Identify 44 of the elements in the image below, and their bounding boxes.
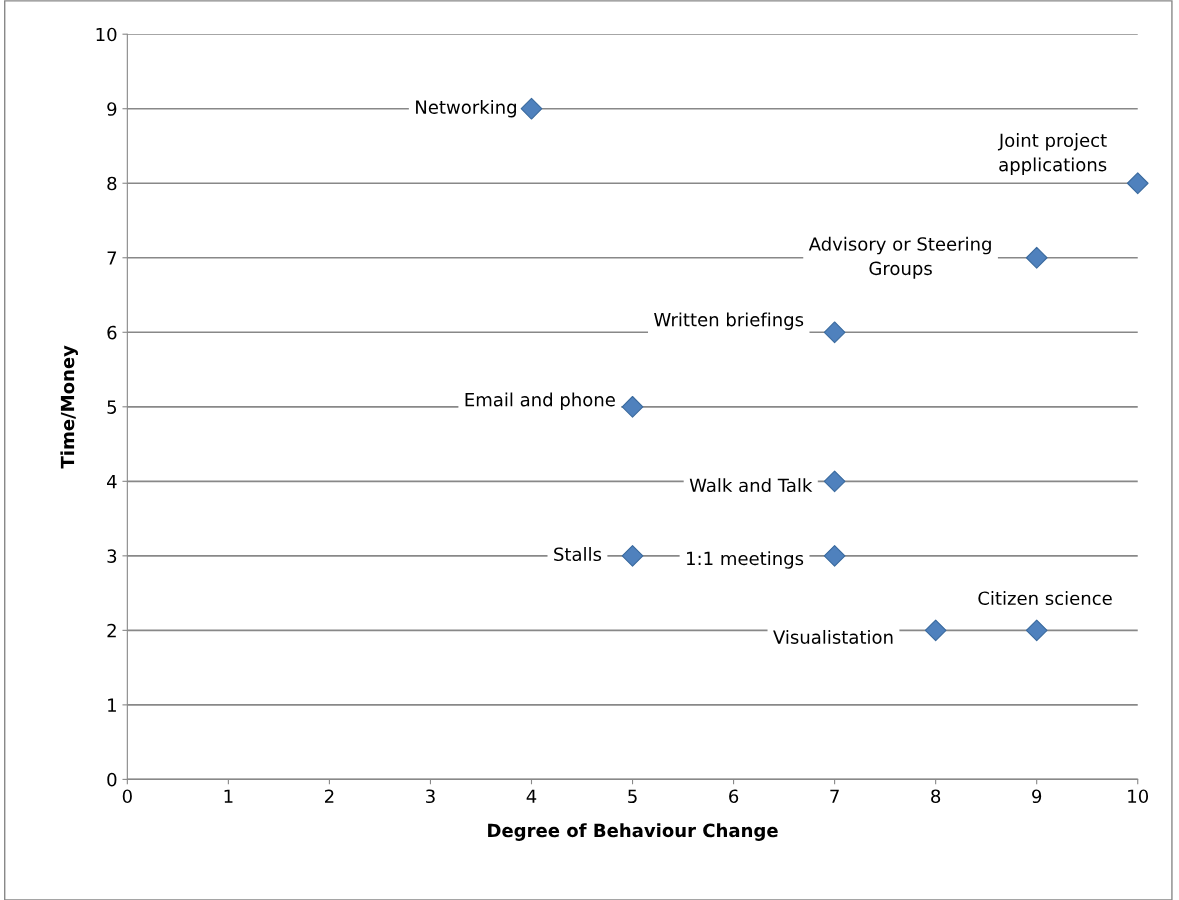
annotation: 1:1 meetings [687,551,804,569]
point [823,470,846,493]
point [621,544,644,567]
x-tick-label: 9 [1032,789,1042,804]
y-tick-label: 9 [107,102,117,116]
x-tick-label: 3 [426,789,435,804]
point [1126,172,1149,195]
x-tick-label: 7 [830,789,839,803]
y-tick-label: 8 [107,176,117,191]
x-tick-label: 2 [324,789,334,803]
annotation: Joint project applications [997,133,1107,175]
y-tick-label: 5 [107,400,117,414]
x-tick-label: 10 [1128,789,1149,804]
point [823,544,846,567]
y-tick-label: 0 [107,772,117,787]
y-tick-label: 10 [96,27,117,42]
annotation: Stalls [554,547,602,562]
y-tick-label: 3 [107,549,117,563]
annotation: Citizen science [978,591,1112,606]
point [1025,246,1048,269]
y-tick-label: 6 [107,325,117,340]
x-tick-label: 5 [628,789,637,804]
x-tick-label: 6 [729,789,739,804]
point [520,97,543,120]
x-tick-label: 8 [931,789,941,804]
annotation: Advisory or Steering Groups [808,236,991,279]
point [823,321,846,344]
point [924,619,947,642]
point [1025,619,1048,642]
annotation: Email and phone [465,392,615,410]
y-tick-label: 2 [107,623,116,638]
annotation: Visualistation [773,629,893,644]
annotation: Networking [416,99,516,118]
x-tick-label: 0 [122,789,132,804]
y-tick-label: 1 [108,698,116,712]
annotation: Walk and Talk [689,478,813,493]
y-tick-label: 4 [107,475,117,489]
x-tick-label: 1 [224,789,233,803]
y-axis-title: Time/Money [60,345,78,469]
y-tick-label: 7 [107,251,117,265]
x-tick-label: 4 [526,789,537,803]
x-axis-title: Degree of Behaviour Change [488,823,778,841]
annotation: Written briefings [654,312,804,330]
point [621,395,644,418]
